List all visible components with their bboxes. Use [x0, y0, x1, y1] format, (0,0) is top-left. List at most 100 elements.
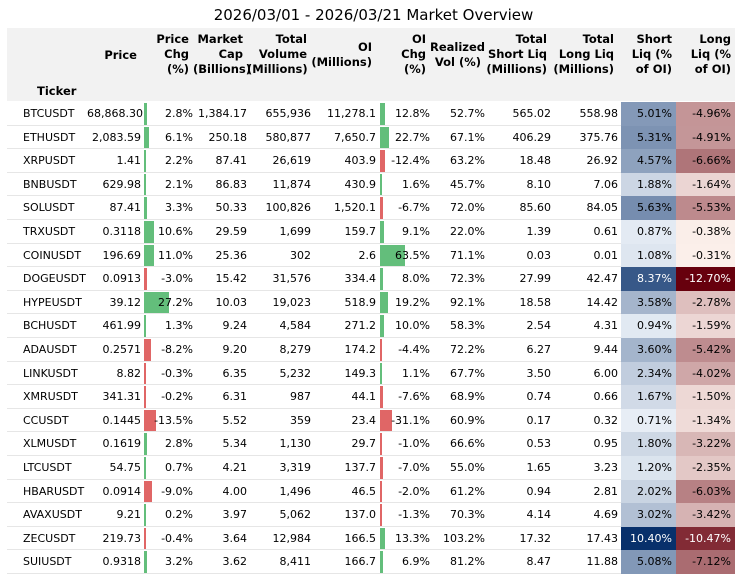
- cell-text: SUIUSDT: [23, 555, 72, 569]
- cell-text: 5.01%: [637, 107, 672, 120]
- row-separator: [7, 407, 735, 409]
- cell-text: 39.12: [109, 295, 142, 309]
- bar-price-chg: [144, 504, 146, 526]
- cell-text: 55.0%: [450, 461, 485, 474]
- cell-text: -12.70%: [685, 272, 731, 286]
- cell-rvol: 103.2%: [430, 527, 485, 551]
- cell-short-pct: 5.01%: [621, 102, 676, 126]
- cell-text: ETHUSDT: [23, 130, 76, 144]
- cell-text: 5.31%: [637, 130, 672, 144]
- row-separator: [7, 171, 735, 173]
- cell-short-pct: 1.80%: [621, 432, 676, 456]
- cell-volume: 302: [247, 244, 311, 268]
- row-separator: [7, 266, 735, 268]
- bar-oi-chg: [380, 433, 382, 455]
- cell-text: 137.0: [344, 508, 377, 522]
- cell-text: 29.59: [215, 225, 248, 238]
- cell-text: -3.22%: [692, 437, 731, 451]
- row-separator: [7, 195, 735, 197]
- cell-text: -2.35%: [692, 461, 731, 474]
- cell-volume: 26,619: [247, 149, 312, 173]
- cell-volume: 31,576: [247, 267, 312, 291]
- cell-text: -31.1%: [391, 413, 430, 427]
- cell-text: 14.42: [586, 295, 619, 309]
- cell-ticker: XRPUSDT: [7, 149, 87, 173]
- cell-rvol: 72.2%: [430, 338, 485, 362]
- cell-text: 68.9%: [450, 390, 485, 404]
- cell-oi: 23.4: [311, 409, 377, 433]
- cell-text: 0.53: [526, 437, 552, 451]
- cell-oi-chg: 13.3%: [380, 527, 430, 551]
- cell-text: 0.0913: [102, 272, 142, 286]
- bar-oi-chg: [380, 551, 383, 573]
- cell-text: 12,984: [272, 531, 312, 545]
- cell-short-pct: 8.37%: [621, 267, 676, 291]
- cell-price-chg: -0.3%: [144, 362, 193, 386]
- cell-long-liq: 6.00: [551, 362, 619, 386]
- cell-short-pct: 5.63%: [621, 196, 676, 220]
- bar-oi-chg: [380, 291, 388, 314]
- cell-text: 60.9%: [450, 413, 485, 427]
- cell-text: 0.2%: [165, 508, 193, 522]
- cell-rvol: 72.3%: [430, 267, 485, 291]
- cell-text: 3.50: [526, 366, 552, 380]
- cell-short-liq: 18.58: [485, 291, 552, 315]
- cell-text: CCUSDT: [23, 413, 69, 427]
- bar-oi-chg: [380, 268, 384, 290]
- cell-text: 2.34%: [637, 366, 672, 380]
- cell-short-liq: 85.60: [485, 196, 552, 220]
- cell-long-liq: 42.47: [551, 267, 619, 291]
- cell-text: -2.78%: [692, 295, 731, 309]
- cell-text: 84.05: [586, 201, 619, 215]
- cell-text: 19,023: [272, 295, 312, 309]
- cell-price: 0.1445: [87, 409, 142, 433]
- cell-text: -0.3%: [161, 366, 193, 380]
- cell-oi: 44.1: [311, 385, 377, 409]
- row-separator: [7, 124, 735, 126]
- cell-text: -0.38%: [692, 225, 731, 238]
- cell-text: 1,130: [279, 437, 312, 451]
- cell-long-pct: -4.02%: [676, 361, 735, 386]
- bar-price-chg: [144, 457, 146, 479]
- column-header-long-pct: Long Liq (% of OI): [690, 32, 731, 76]
- cell-long-pct: -6.66%: [676, 149, 735, 173]
- column-header-mcap: Market Cap (Billions): [193, 32, 251, 76]
- cell-volume: 11,874: [247, 173, 312, 197]
- cell-text: -10.47%: [685, 531, 731, 545]
- column-header-price-chg: Price Chg (%): [156, 32, 189, 76]
- cell-text: DOGEUSDT: [23, 272, 86, 286]
- cell-oi: 166.5: [311, 527, 377, 551]
- cell-text: 8.47: [526, 555, 552, 569]
- cell-text: -0.31%: [692, 248, 731, 262]
- cell-rvol: 55.0%: [430, 456, 485, 480]
- bar-price-chg: [144, 221, 154, 243]
- cell-oi: 334.4: [311, 267, 377, 291]
- cell-volume: 987: [247, 385, 311, 409]
- cell-text: 5.08%: [637, 555, 672, 569]
- cell-long-pct: -1.59%: [676, 314, 735, 338]
- cell-text: 0.01: [593, 248, 619, 262]
- cell-oi-chg: -4.4%: [380, 338, 430, 362]
- cell-long-liq: 375.76: [551, 126, 619, 150]
- cell-text: 0.94: [526, 484, 552, 498]
- cell-text: 9.44: [593, 343, 619, 356]
- cell-text: SOLUSDT: [23, 201, 75, 215]
- cell-text: 341.31: [102, 390, 142, 404]
- cell-short-pct: 2.02%: [621, 479, 676, 504]
- cell-short-pct: 3.58%: [621, 290, 676, 315]
- cell-oi-chg: 10.0%: [380, 314, 430, 338]
- cell-text: 6.00: [593, 366, 619, 380]
- cell-text: -9.0%: [161, 484, 193, 498]
- cell-text: 8,279: [279, 343, 312, 356]
- cell-text: 655,936: [265, 107, 312, 120]
- cell-mcap: 15.42: [193, 267, 248, 291]
- cell-price-chg: 2.2%: [144, 149, 193, 173]
- cell-oi: 166.7: [311, 550, 377, 574]
- cell-mcap: 5.52: [193, 409, 248, 433]
- cell-text: 6.35: [222, 366, 248, 380]
- cell-oi-chg: 1.1%: [380, 362, 430, 386]
- cell-short-liq: 0.03: [485, 244, 552, 268]
- cell-text: 29.7: [351, 437, 377, 451]
- cell-text: ADAUSDT: [23, 343, 77, 356]
- cell-text: 5,062: [279, 508, 312, 522]
